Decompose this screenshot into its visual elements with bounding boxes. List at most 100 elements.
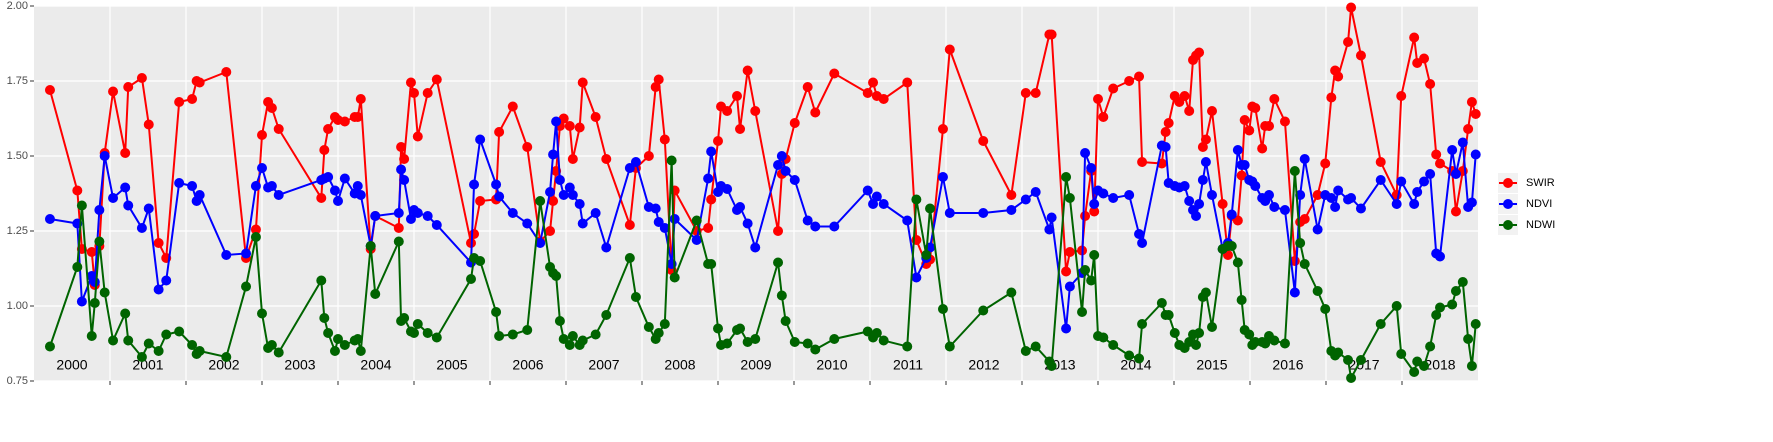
data-point xyxy=(316,275,327,286)
data-point xyxy=(153,238,164,248)
data-point xyxy=(773,257,784,268)
data-point xyxy=(1086,163,1097,173)
data-point xyxy=(1098,188,1109,199)
data-point xyxy=(1279,116,1290,127)
data-point xyxy=(339,116,350,127)
year-label: 2009 xyxy=(740,357,771,373)
data-point xyxy=(108,193,119,203)
data-point xyxy=(1419,361,1430,371)
data-point xyxy=(1108,83,1119,94)
year-label: 2002 xyxy=(208,357,239,373)
data-point xyxy=(1299,259,1310,269)
data-point xyxy=(1020,346,1031,356)
data-point xyxy=(143,203,154,214)
data-point xyxy=(1137,319,1148,329)
data-point xyxy=(72,185,83,196)
data-point xyxy=(1006,190,1017,200)
year-label: 2005 xyxy=(436,357,467,373)
data-point xyxy=(653,217,664,227)
data-point xyxy=(1077,307,1088,317)
data-point xyxy=(564,182,575,193)
data-point xyxy=(1217,199,1228,209)
data-point xyxy=(266,103,277,113)
data-point xyxy=(1124,76,1135,86)
data-point xyxy=(829,68,840,79)
data-point xyxy=(1160,142,1171,152)
data-point xyxy=(1006,205,1017,215)
year-label: 2006 xyxy=(512,357,543,373)
data-point xyxy=(1312,190,1323,200)
data-point xyxy=(1239,115,1250,125)
data-point xyxy=(1463,334,1474,344)
data-point xyxy=(862,88,873,98)
data-point xyxy=(153,284,164,295)
data-point xyxy=(323,328,334,338)
data-point xyxy=(352,181,363,191)
data-point xyxy=(273,124,284,134)
data-point xyxy=(577,218,588,229)
data-point xyxy=(194,346,205,356)
data-point xyxy=(1295,238,1306,248)
data-point xyxy=(1108,340,1119,350)
data-point xyxy=(1391,199,1402,209)
data-point xyxy=(1244,329,1255,340)
year-label: 2018 xyxy=(1424,357,1455,373)
data-point xyxy=(522,218,533,229)
data-point xyxy=(558,190,569,200)
data-point xyxy=(862,185,873,196)
data-point xyxy=(1343,37,1354,47)
data-point xyxy=(1089,199,1100,209)
data-point xyxy=(94,205,105,215)
data-point xyxy=(713,136,723,146)
data-point xyxy=(1299,154,1310,164)
data-point xyxy=(1080,211,1091,221)
data-point xyxy=(1375,157,1386,167)
data-point xyxy=(365,241,376,251)
year-label: 2012 xyxy=(968,357,999,373)
data-point xyxy=(1191,211,1202,221)
year-label: 2010 xyxy=(816,357,847,373)
data-point xyxy=(319,145,330,155)
data-point xyxy=(601,242,612,253)
data-point xyxy=(1375,175,1386,185)
data-point xyxy=(567,331,578,341)
data-point xyxy=(108,335,119,346)
data-point xyxy=(1447,145,1458,155)
data-point xyxy=(810,344,821,355)
data-point xyxy=(868,77,879,88)
data-point xyxy=(333,196,343,206)
data-point xyxy=(143,338,154,349)
data-point xyxy=(273,190,284,200)
data-point xyxy=(944,44,955,55)
data-point xyxy=(412,208,423,218)
data-point xyxy=(1355,50,1366,61)
data-point xyxy=(1289,287,1300,298)
data-point xyxy=(409,88,419,98)
data-point xyxy=(1425,341,1436,352)
data-point xyxy=(1435,302,1445,313)
data-point xyxy=(405,214,416,224)
y-tick-label: 0.75 xyxy=(7,375,28,387)
data-point xyxy=(1269,94,1280,104)
data-point xyxy=(1396,349,1407,359)
data-point xyxy=(1355,203,1366,214)
data-point xyxy=(921,250,932,260)
data-point xyxy=(257,130,267,140)
data-point xyxy=(1134,229,1145,239)
data-point xyxy=(393,208,404,218)
data-point xyxy=(789,337,800,347)
data-point xyxy=(659,134,670,145)
data-point xyxy=(494,127,505,137)
data-point xyxy=(1232,257,1243,268)
data-point xyxy=(937,124,948,134)
data-point xyxy=(399,154,410,164)
data-point xyxy=(333,334,343,344)
data-point xyxy=(574,199,585,209)
data-point xyxy=(399,175,410,185)
data-point xyxy=(1419,176,1430,187)
data-point xyxy=(735,323,746,334)
data-point xyxy=(601,154,612,164)
data-point xyxy=(1250,337,1261,347)
data-point xyxy=(703,223,714,233)
